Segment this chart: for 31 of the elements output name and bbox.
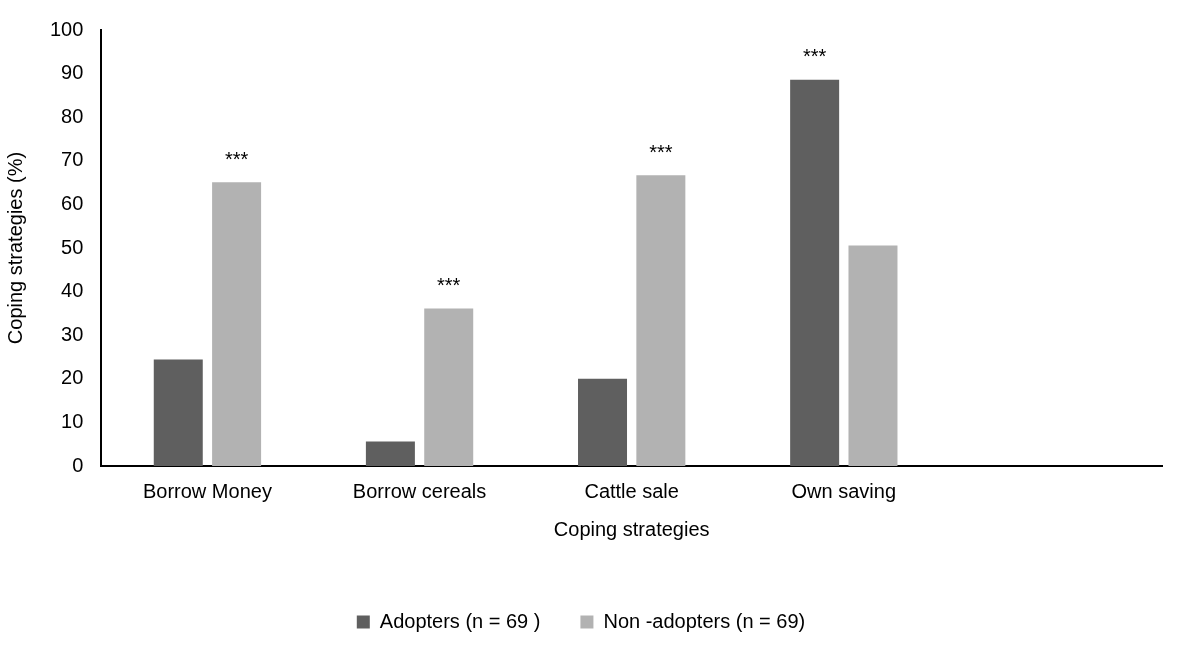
bar bbox=[365, 441, 415, 466]
x-tick-label: Borrow Money bbox=[142, 479, 272, 502]
y-tick-label: 10 bbox=[61, 409, 84, 432]
legend-label: Non -adopters (n = 69) bbox=[603, 609, 806, 632]
legend-label: Adopters (n = 69 ) bbox=[379, 609, 541, 632]
y-axis-title: Coping strategies (%) bbox=[3, 151, 26, 345]
y-tick-label: 60 bbox=[61, 191, 84, 214]
y-tick-label: 40 bbox=[61, 279, 84, 302]
y-tick-label: 80 bbox=[61, 104, 84, 127]
bar bbox=[578, 378, 628, 466]
y-tick-label: 30 bbox=[61, 322, 84, 345]
bar bbox=[636, 175, 686, 466]
bar bbox=[848, 245, 898, 466]
bar bbox=[153, 359, 203, 466]
annotation: *** bbox=[802, 45, 827, 68]
annotation: *** bbox=[649, 140, 673, 163]
y-tick-label: 70 bbox=[61, 148, 84, 171]
x-tick-label: Own saving bbox=[791, 479, 897, 502]
y-tick-label: 100 bbox=[49, 17, 84, 40]
y-tick-label: 20 bbox=[61, 366, 84, 389]
bar bbox=[424, 308, 474, 466]
y-tick-label: 90 bbox=[61, 61, 84, 84]
x-tick-label: Cattle sale bbox=[584, 479, 679, 502]
x-axis-title: Coping strategies bbox=[553, 517, 710, 540]
x-tick-label: Borrow cereals bbox=[352, 479, 487, 502]
bar bbox=[790, 79, 840, 466]
annotation: *** bbox=[437, 274, 461, 297]
annotation: *** bbox=[224, 147, 249, 170]
bar bbox=[212, 182, 262, 466]
y-tick-label: 50 bbox=[61, 235, 84, 258]
y-tick-label: 0 bbox=[72, 453, 84, 476]
